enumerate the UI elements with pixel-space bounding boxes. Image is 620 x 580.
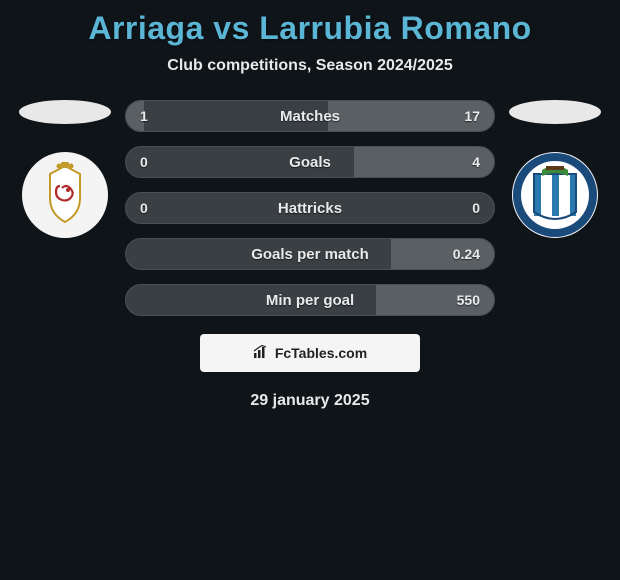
page-title: Arriaga vs Larrubia Romano xyxy=(0,10,620,47)
date-text: 29 january 2025 xyxy=(0,392,620,410)
stat-row: Goals per match 0.24 xyxy=(125,238,495,270)
main-row: 1 Matches 17 0 Goals 4 0 Hattricks 0 Goals per ma… xyxy=(0,100,620,316)
stat-label: Goals per match xyxy=(251,246,369,263)
stat-label: Min per goal xyxy=(266,292,354,309)
page-subtitle: Club competitions, Season 2024/2025 xyxy=(0,57,620,75)
stats-column: 1 Matches 17 0 Goals 4 0 Hattricks 0 Goals per ma… xyxy=(125,100,495,316)
stat-label: Goals xyxy=(289,154,331,171)
stat-value-left: 0 xyxy=(140,200,148,216)
comparison-card: Arriaga vs Larrubia Romano Club competit… xyxy=(0,0,620,410)
player-slot-right xyxy=(509,100,601,124)
stat-label: Matches xyxy=(280,108,340,125)
chart-icon xyxy=(253,345,269,362)
team-logo-left xyxy=(22,152,108,238)
left-column xyxy=(15,100,115,238)
stat-value-right: 550 xyxy=(457,292,480,308)
stat-label: Hattricks xyxy=(278,200,342,217)
stat-value-left: 0 xyxy=(140,154,148,170)
footer-brand-box[interactable]: FcTables.com xyxy=(200,334,420,372)
stat-value-right: 4 xyxy=(472,154,480,170)
stat-value-right: 0.24 xyxy=(453,246,480,262)
team-logo-right xyxy=(512,152,598,238)
stat-value-right: 0 xyxy=(472,200,480,216)
stat-value-left: 1 xyxy=(140,108,148,124)
stat-value-right: 17 xyxy=(464,108,480,124)
stat-row: 0 Goals 4 xyxy=(125,146,495,178)
stat-row: Min per goal 550 xyxy=(125,284,495,316)
stat-row: 0 Hattricks 0 xyxy=(125,192,495,224)
malaga-logo-icon xyxy=(512,152,598,238)
zaragoza-logo-icon xyxy=(32,162,98,228)
stat-row: 1 Matches 17 xyxy=(125,100,495,132)
right-column xyxy=(505,100,605,238)
player-slot-left xyxy=(19,100,111,124)
footer-brand-text: FcTables.com xyxy=(275,345,367,361)
